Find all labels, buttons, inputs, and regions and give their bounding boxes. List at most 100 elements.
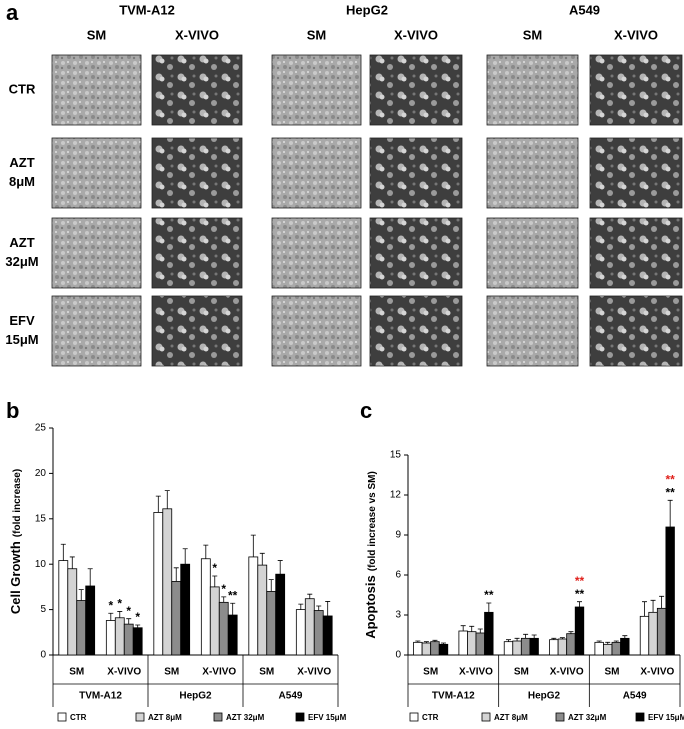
bar <box>171 581 182 656</box>
micrograph <box>271 137 362 209</box>
bar <box>421 642 432 656</box>
error-bar <box>307 593 313 599</box>
legend-label: CTR <box>422 713 439 722</box>
y-axis-label: Apoptosis (fold increase vs SM) <box>363 471 378 639</box>
bar <box>123 623 134 656</box>
legend-swatch <box>555 712 565 722</box>
bar <box>438 643 449 656</box>
panel-label: b <box>6 398 19 423</box>
error-bar <box>135 624 141 628</box>
significance-mark: * <box>135 610 140 624</box>
row-label: 8μM <box>9 174 35 189</box>
x-tick-label: X-VIVO <box>107 667 141 678</box>
y-tick-label: 0 <box>395 650 401 661</box>
group-label: TVM-A12 <box>432 691 475 702</box>
error-bar <box>551 637 557 640</box>
significance-mark: * <box>126 604 131 618</box>
legend-swatch <box>295 712 305 722</box>
x-tick-label: X-VIVO <box>550 667 584 678</box>
medium-header: SM <box>87 27 107 42</box>
bar <box>295 609 306 656</box>
error-bar <box>164 490 170 509</box>
row-label: AZT <box>9 155 34 170</box>
y-axis-label: Cell Growth (fold increase) <box>8 469 23 614</box>
bar <box>611 641 621 656</box>
y-axis-title: Cell Growth <box>8 541 23 614</box>
bar <box>566 633 576 656</box>
legend-swatch <box>635 712 645 722</box>
micrograph <box>271 217 362 289</box>
x-tick-label: X-VIVO <box>640 667 674 678</box>
medium-header: X-VIVO <box>614 27 658 42</box>
legend-label: AZT 32μM <box>568 713 607 722</box>
micrograph <box>51 137 142 209</box>
bar <box>639 615 650 656</box>
bar <box>594 641 604 656</box>
row-label: 32μM <box>5 254 38 269</box>
bar <box>105 620 116 656</box>
bar <box>484 611 494 656</box>
micrograph <box>486 137 579 209</box>
error-bar <box>126 618 132 625</box>
micrograph <box>589 217 683 289</box>
cell-line-header: TVM-A12 <box>119 2 175 17</box>
error-bar <box>642 601 648 617</box>
y-axis-note: (fold increase) <box>12 469 23 537</box>
legend-label: AZT 8μM <box>494 713 528 722</box>
error-bar <box>559 637 565 639</box>
panel-label: a <box>6 0 19 25</box>
error-bar <box>486 602 492 613</box>
bar <box>153 512 164 656</box>
significance-mark: * <box>221 582 226 596</box>
y-axis-note: (fold increase vs SM) <box>367 471 378 571</box>
error-bar <box>203 544 209 559</box>
micrograph <box>271 54 362 126</box>
bar <box>529 637 539 656</box>
error-bar <box>622 635 628 639</box>
error-bar <box>60 543 66 561</box>
micrograph <box>151 295 243 367</box>
cell-line-header: A549 <box>569 2 600 17</box>
micrograph <box>486 295 579 367</box>
error-bar <box>298 603 304 610</box>
y-tick-label: 5 <box>40 604 46 615</box>
error-bar <box>440 642 446 645</box>
error-bar <box>576 601 582 607</box>
legend-swatch <box>213 712 223 722</box>
significance-mark: ** <box>484 588 494 602</box>
error-bar <box>460 625 466 631</box>
bar <box>200 558 211 656</box>
bar <box>218 601 229 656</box>
error-bar <box>182 548 188 565</box>
bar <box>574 606 585 656</box>
bar <box>266 591 277 656</box>
bar <box>520 637 531 656</box>
significance-mark-red: ** <box>665 473 675 487</box>
y-tick-label: 3 <box>395 610 401 621</box>
error-bar <box>173 567 179 582</box>
y-tick-label: 12 <box>390 490 402 501</box>
medium-header: SM <box>523 27 543 42</box>
micrograph-panel: a TVM-A12 SM X-VIVO HepG2 SM X-VIVO A549 SM X-VI… <box>5 0 683 367</box>
bar <box>257 564 268 656</box>
bar <box>76 600 87 656</box>
error-bar <box>432 639 438 642</box>
legend-label: AZT 8μM <box>148 713 182 722</box>
micrograph <box>486 217 579 289</box>
error-bar <box>423 641 429 643</box>
cell-line-header: HepG2 <box>346 2 388 17</box>
y-tick-label: 20 <box>35 468 47 479</box>
bar <box>458 630 468 656</box>
x-tick-label: SM <box>423 667 438 678</box>
micrograph <box>486 54 579 126</box>
error-bar <box>477 628 483 633</box>
micrograph <box>151 54 243 126</box>
error-bar <box>650 599 656 613</box>
micrograph <box>589 54 683 126</box>
medium-header: X-VIVO <box>394 27 438 42</box>
error-bar <box>531 634 537 639</box>
bar <box>503 641 514 656</box>
legend-label: EFV 15μM <box>308 713 347 722</box>
y-axis-title: Apoptosis <box>363 575 378 639</box>
